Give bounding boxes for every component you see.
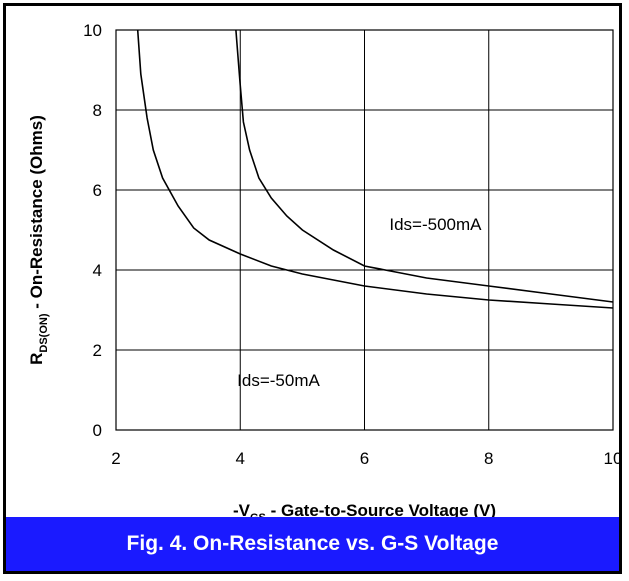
y-tick-label-0: 0 — [93, 421, 102, 440]
plot-area-border — [115, 29, 614, 431]
y-tick-label-8: 8 — [93, 101, 102, 120]
caption-text: Fig. 4. On-Resistance vs. G-S Voltage — [126, 532, 499, 555]
y-tick-label-2: 2 — [93, 341, 102, 360]
y-tick-label-4: 4 — [93, 261, 102, 280]
x-axis-title: -VGS - Gate-to-Source Voltage (V) — [233, 501, 496, 517]
x-tick-label-4: 4 — [236, 449, 245, 468]
series-annotation-2: Ids=-50mA — [237, 371, 320, 390]
series-annotation-1: Ids=-500mA — [389, 215, 482, 234]
x-tick-label-10: 10 — [604, 449, 619, 468]
series-line-1 — [136, 29, 614, 309]
y-tick-label-6: 6 — [93, 181, 102, 200]
x-tick-label-2: 2 — [111, 449, 120, 468]
x-tick-label-6: 6 — [360, 449, 369, 468]
series-line-2 — [235, 29, 614, 303]
y-tick-label-10: 10 — [83, 21, 102, 40]
x-tick-label-8: 8 — [484, 449, 493, 468]
y-axis-title: RDS(ON) - On-Resistance (Ohms) — [27, 115, 50, 365]
figure-caption: Fig. 4. On-Resistance vs. G-S Voltage — [6, 517, 619, 571]
